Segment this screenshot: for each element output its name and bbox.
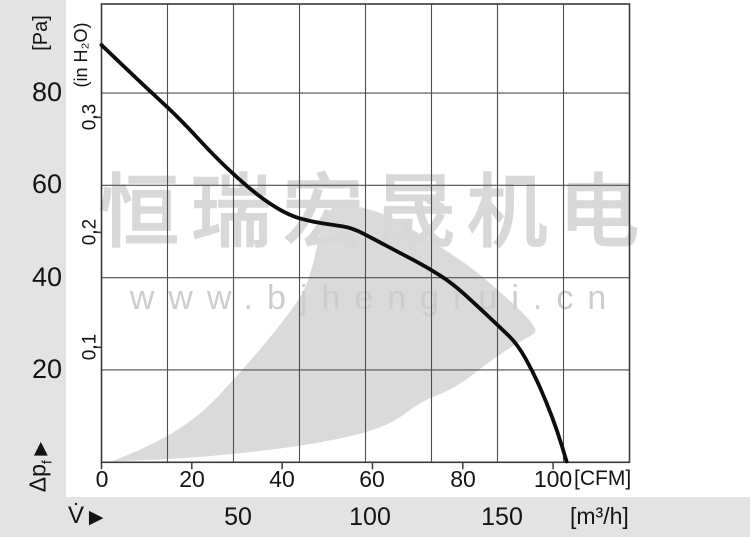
y-axis-secondary-unit: (in H₂O): [71, 22, 91, 88]
x-axis-cfm-tick-label: 60: [359, 466, 385, 492]
y-axis-inh2o-tick-label: 0,2: [79, 218, 101, 246]
x-axis-cfm-tick-label: 100: [533, 466, 573, 492]
x-axis-cfm-tick-label: 20: [179, 466, 205, 492]
x-axis-secondary-unit: [m³/h]: [570, 503, 629, 529]
left-axis-band: [0, 0, 66, 537]
pressure-curve: [99, 43, 569, 464]
x-axis-m3h-tick-label: 150: [481, 503, 523, 531]
x-axis-cfm-tick-label: 80: [450, 466, 476, 492]
y-axis-inh2o-tick-label: 0,1: [79, 333, 101, 361]
x-axis-primary-unit: [CFM]: [574, 467, 632, 490]
y-axis-pa-tick-label: 20: [31, 354, 62, 384]
right-arrow-icon: ▶: [88, 507, 104, 528]
watermark-website-text: www.bjhengrui.cn: [129, 279, 620, 317]
y-axis-pa-tick-label: 60: [31, 169, 62, 199]
x-axis-m3h-tick-label: 50: [224, 503, 252, 531]
x-axis-quantity-label: V̇ ▶: [68, 502, 103, 530]
y-axis-pa-tick-label: 40: [31, 262, 62, 292]
delta-p-symbol: Δp: [24, 464, 51, 493]
flow-symbol: V̇: [68, 502, 85, 529]
y-axis-pa-tick-label: 80: [31, 77, 62, 107]
y-axis-inh2o-tick-label: 0,3: [79, 103, 101, 131]
x-axis-cfm-tick-label: 0: [95, 466, 109, 492]
delta-p-subscript: f: [38, 460, 55, 465]
bottom-axis-band: [0, 497, 750, 537]
x-axis-m3h-tick-label: 100: [349, 503, 391, 531]
up-arrow-icon: ▶: [29, 441, 50, 456]
x-axis-cfm-tick-label: 40: [269, 466, 295, 492]
y-axis-quantity-label: Δpf ▶: [24, 441, 55, 493]
grid-lines: [101, 4, 630, 463]
y-axis-primary-unit: [Pa]: [30, 15, 52, 51]
axis-tick-marks: [93, 116, 554, 470]
watermark-brand-text: 恒瑞宏晟机电: [99, 168, 651, 257]
plot-frame: [100, 3, 631, 464]
